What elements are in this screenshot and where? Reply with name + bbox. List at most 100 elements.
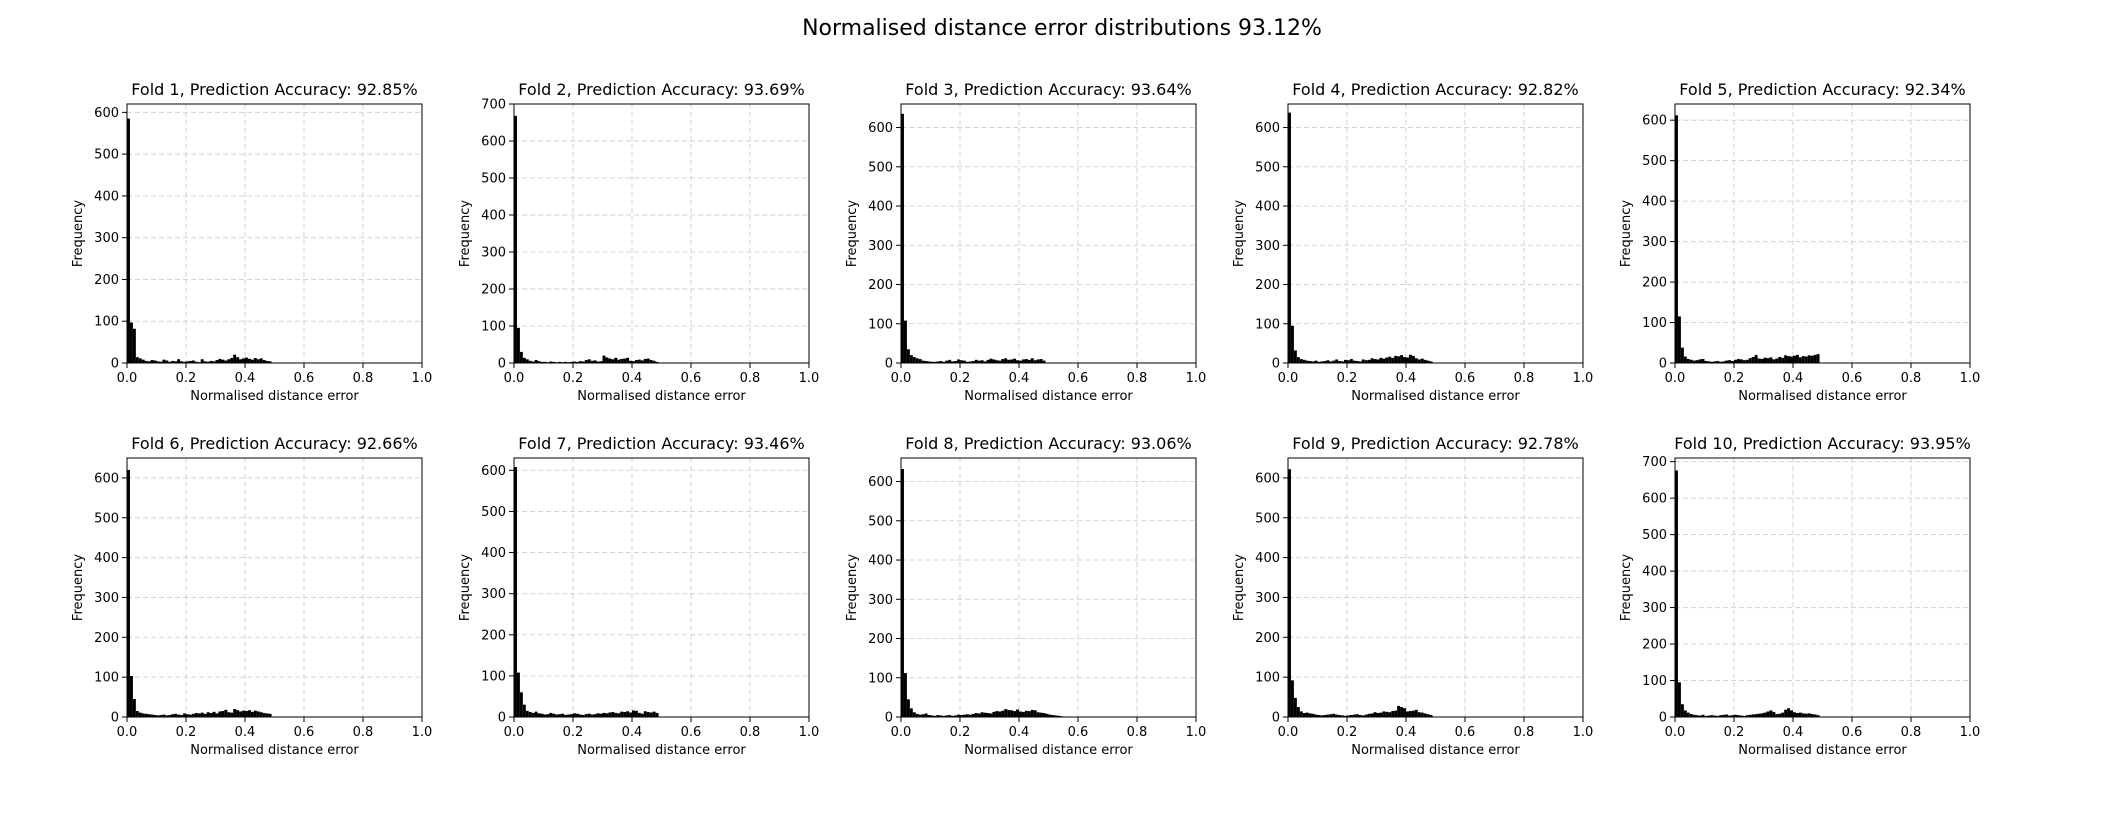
- histogram-bar: [1406, 357, 1409, 363]
- histogram-bar: [1790, 710, 1793, 717]
- histogram-bar: [153, 715, 157, 717]
- histogram-bar: [162, 714, 166, 717]
- histogram-bar: [1784, 355, 1788, 363]
- histogram-bar: [1019, 360, 1022, 363]
- histogram-bar: [1420, 712, 1424, 717]
- histogram-bar: [165, 715, 169, 717]
- histogram-bar: [989, 713, 993, 717]
- histogram-bar: [1001, 359, 1005, 363]
- histogram-bar: [250, 359, 254, 363]
- histogram-bar: [1787, 356, 1791, 363]
- histogram-bar: [1311, 361, 1315, 363]
- histogram-bar: [1734, 359, 1737, 363]
- histogram-bar: [1352, 360, 1356, 363]
- histogram-bar: [1305, 360, 1309, 363]
- histogram-bar: [599, 713, 603, 717]
- y-tick-label: 100: [1642, 674, 1667, 689]
- histogram-bar: [537, 713, 541, 717]
- histogram-bar: [575, 361, 579, 363]
- histogram-bar: [522, 704, 526, 717]
- histogram-bar: [1030, 709, 1034, 717]
- histogram-bar: [652, 360, 656, 363]
- y-tick-label: 300: [1255, 591, 1280, 606]
- fold-10-histogram: 0.0 0.2 0.4 0.6 0.8 1.0 0 100 200 300 400 500 600 700…: [1619, 434, 1980, 758]
- histogram-bar: [1769, 710, 1773, 717]
- histogram-bar: [1713, 715, 1717, 717]
- x-tick-label: 1.0: [1960, 725, 1981, 740]
- histogram-bar: [903, 673, 907, 717]
- histogram-bar: [1801, 356, 1805, 363]
- histogram-bar: [1341, 715, 1345, 717]
- y-tick-label: 500: [94, 511, 119, 526]
- histogram-bar: [564, 714, 568, 717]
- histogram-bar: [259, 712, 263, 717]
- histogram-bar: [1400, 355, 1404, 363]
- histogram-bar: [558, 714, 562, 717]
- histogram-bar: [1813, 714, 1817, 717]
- y-tick-label: 300: [94, 231, 119, 246]
- histogram-bar: [144, 713, 148, 717]
- y-tick-label: 600: [481, 135, 506, 150]
- histogram-bar: [1734, 714, 1737, 717]
- histogram-bar: [906, 349, 910, 363]
- histogram-bar: [1766, 358, 1770, 363]
- fold-7-histogram: 0.0 0.2 0.4 0.6 0.8 1.0 0 100 200 300 400 500 600 Fol…: [458, 434, 819, 758]
- x-tick-label: 0.8: [353, 371, 374, 386]
- histogram-bar: [1332, 360, 1336, 363]
- histogram-bar: [1329, 361, 1333, 363]
- histogram-bar: [1816, 715, 1820, 717]
- histogram-bar: [1027, 359, 1031, 363]
- histogram-bar: [1813, 354, 1817, 363]
- x-tick-label: 0.0: [117, 371, 138, 386]
- y-axis-label: Frequency: [71, 200, 86, 267]
- y-tick-label: 300: [94, 591, 119, 606]
- histogram-bar: [1745, 715, 1749, 717]
- y-tick-label: 200: [868, 632, 893, 647]
- histogram-bar: [127, 469, 130, 717]
- histogram-bar: [1373, 359, 1377, 363]
- histogram-bar: [652, 711, 656, 717]
- histogram-bar: [980, 712, 984, 717]
- x-tick-label: 1.0: [1960, 371, 1981, 386]
- y-tick-label: 600: [1642, 492, 1667, 507]
- histogram-bar: [171, 714, 175, 717]
- y-tick-label: 500: [481, 172, 506, 187]
- histogram-bar: [1344, 715, 1347, 717]
- histogram-bar: [253, 710, 257, 717]
- histogram-bar: [1769, 357, 1773, 363]
- histogram-bar: [948, 359, 952, 363]
- histogram-bar: [1680, 704, 1684, 717]
- histogram-bar: [912, 712, 916, 717]
- histogram-bar: [221, 359, 225, 363]
- histogram-bar: [643, 711, 647, 717]
- histogram-bar: [1722, 714, 1726, 717]
- histogram-bar: [247, 358, 251, 363]
- x-tick-label: 0.2: [563, 725, 584, 740]
- x-axis-label: Normalised distance error: [964, 743, 1133, 758]
- histogram-bar: [1804, 713, 1808, 717]
- y-tick-label: 400: [94, 551, 119, 566]
- histogram-bar: [1019, 711, 1022, 717]
- histogram-bar: [549, 712, 553, 717]
- histogram-bar: [974, 359, 978, 363]
- histogram-bar: [578, 361, 582, 363]
- histogram-bar: [1338, 361, 1342, 363]
- histogram-bar: [262, 360, 266, 363]
- axes-frame: [126, 103, 423, 364]
- x-tick-label: 0.6: [681, 725, 702, 740]
- histogram-bar: [596, 361, 600, 363]
- x-tick-label: 0.0: [891, 725, 912, 740]
- x-tick-label: 0.2: [1724, 371, 1745, 386]
- histogram-bar: [1376, 359, 1380, 363]
- histogram-bar: [596, 713, 600, 717]
- histogram-bar: [1719, 361, 1723, 363]
- histogram-bar: [1323, 715, 1327, 717]
- histogram-bar: [168, 715, 172, 717]
- histogram-bar: [534, 711, 538, 717]
- histogram-bar: [218, 358, 222, 363]
- histogram-bar: [989, 358, 993, 363]
- histogram-bar: [135, 711, 139, 717]
- histogram-bar: [168, 361, 172, 363]
- histogram-bar: [1057, 715, 1061, 717]
- histogram-bar: [933, 361, 937, 363]
